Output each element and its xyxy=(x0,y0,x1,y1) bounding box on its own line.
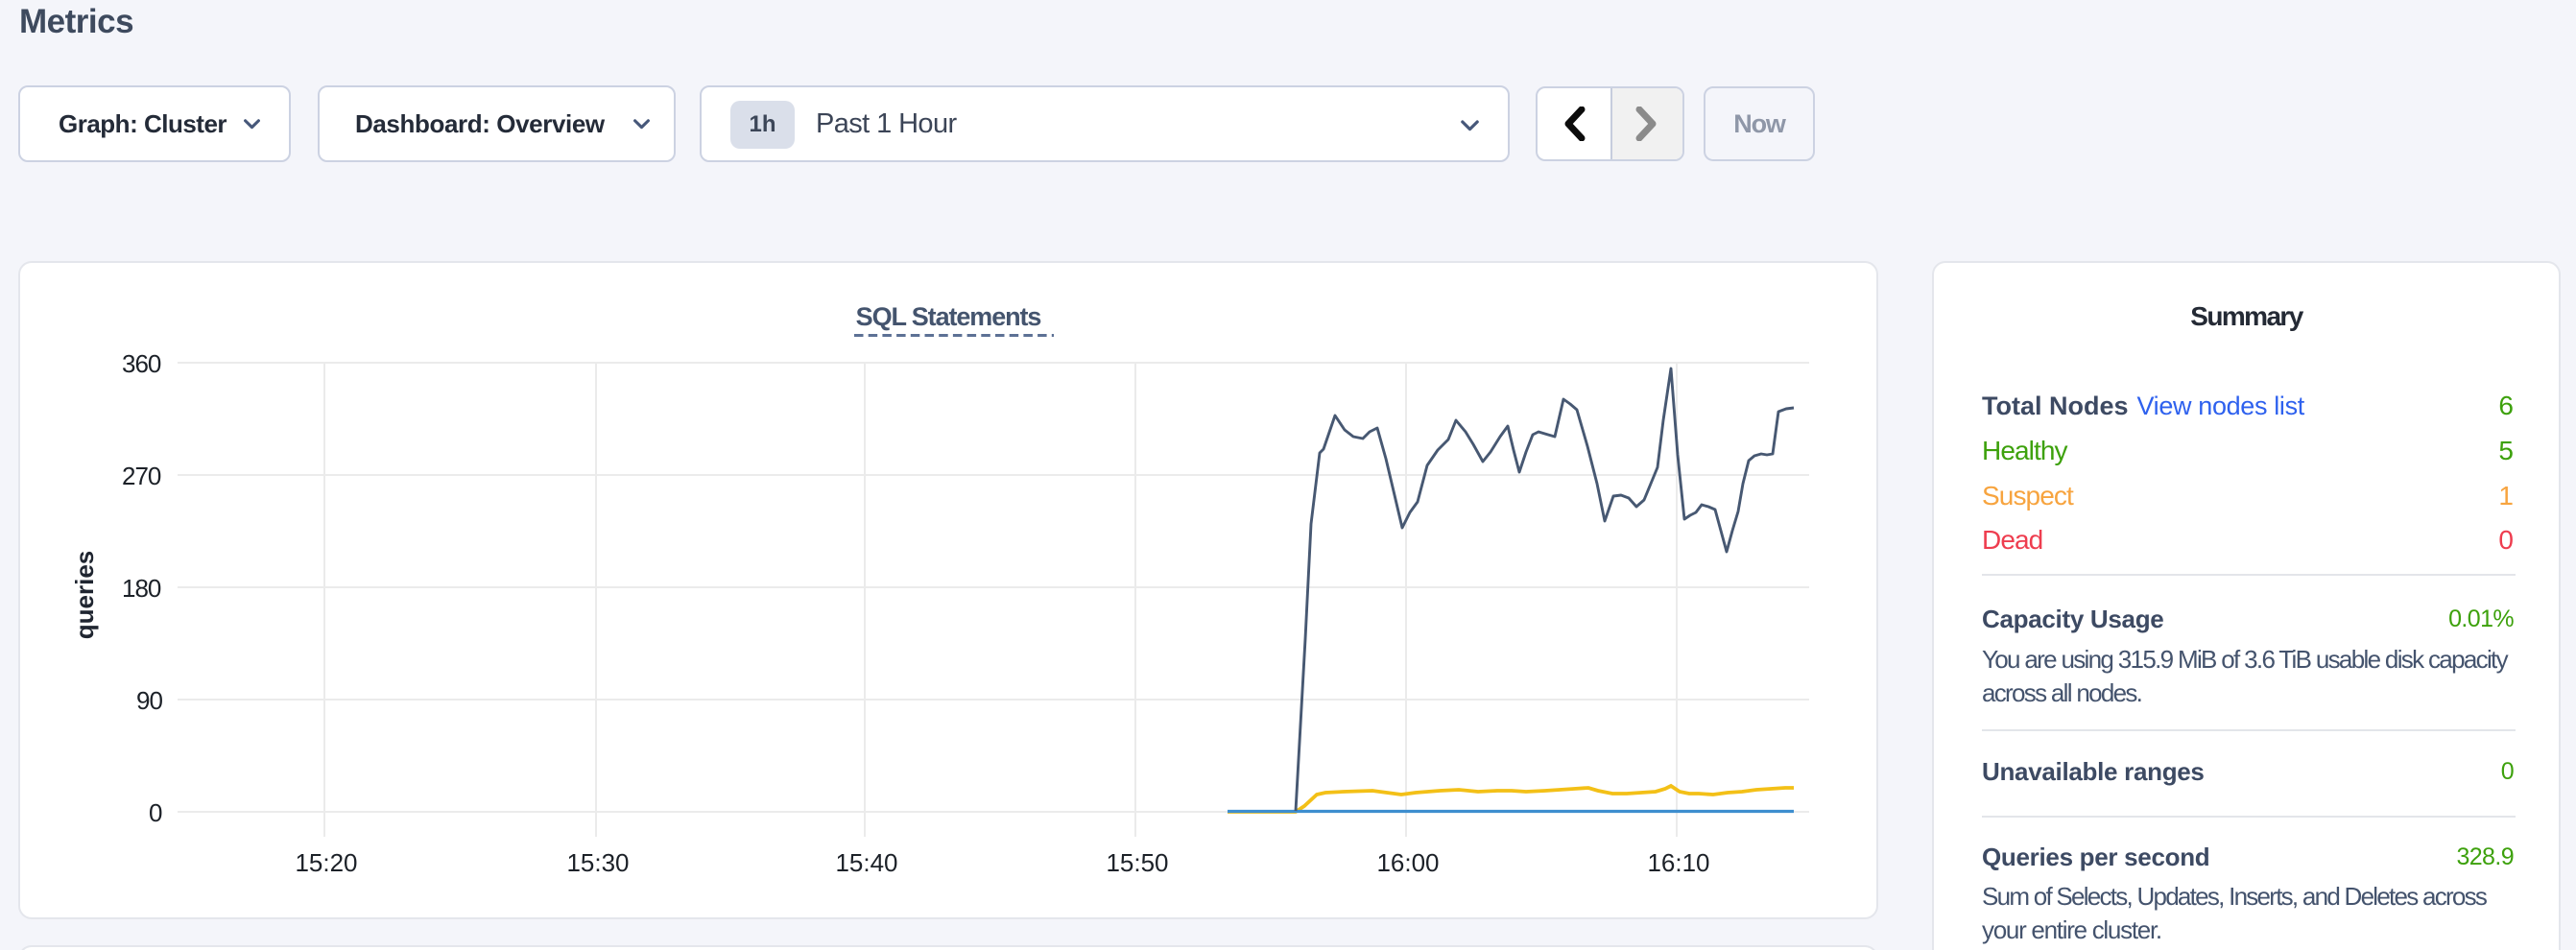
svg-text:0: 0 xyxy=(149,798,162,827)
svg-text:15:20: 15:20 xyxy=(295,848,357,877)
svg-text:15:40: 15:40 xyxy=(835,848,897,877)
svg-text:16:00: 16:00 xyxy=(1376,848,1439,877)
svg-text:270: 270 xyxy=(122,462,161,490)
svg-text:16:10: 16:10 xyxy=(1647,848,1709,877)
svg-text:360: 360 xyxy=(122,349,161,378)
svg-text:15:30: 15:30 xyxy=(566,848,629,877)
svg-text:90: 90 xyxy=(136,686,162,715)
svg-text:180: 180 xyxy=(122,574,161,603)
svg-text:queries: queries xyxy=(70,551,99,640)
svg-text:15:50: 15:50 xyxy=(1106,848,1168,877)
svg-text:SQL Statements: SQL Statements xyxy=(856,302,1041,331)
